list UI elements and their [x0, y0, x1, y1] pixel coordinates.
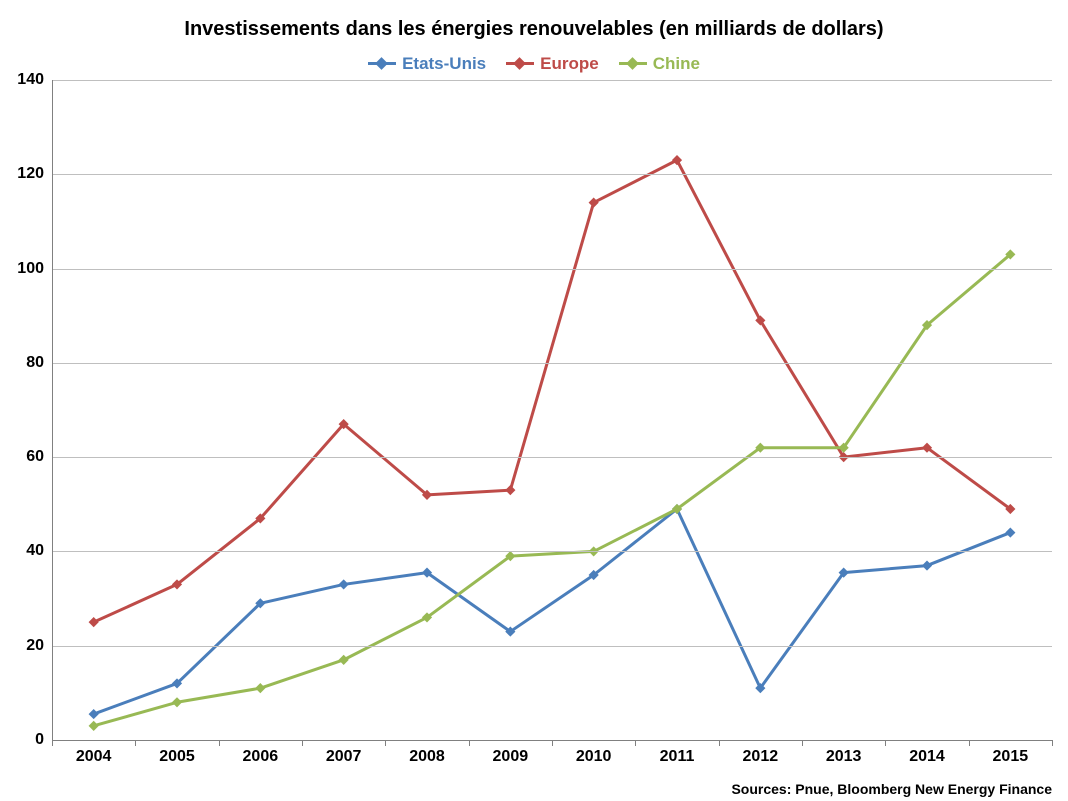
- x-tick-label: 2014: [909, 748, 945, 766]
- chart-container: Investissements dans les énergies renouv…: [0, 0, 1068, 801]
- x-tick-label: 2006: [243, 748, 279, 766]
- gridline: [52, 363, 1052, 364]
- legend-swatch: [506, 62, 534, 65]
- x-tick-mark: [52, 740, 53, 746]
- data-point-marker: [922, 560, 932, 570]
- data-point-marker: [589, 197, 599, 207]
- series-line: [94, 254, 1011, 725]
- legend: Etats-Unis Europe Chine: [0, 50, 1068, 74]
- data-point-marker: [89, 617, 99, 627]
- x-tick-label: 2015: [993, 748, 1029, 766]
- x-tick-mark: [469, 740, 470, 746]
- data-point-marker: [505, 485, 515, 495]
- y-tick-label: 100: [17, 260, 44, 278]
- x-tick-label: 2011: [660, 748, 695, 766]
- data-point-marker: [1005, 527, 1015, 537]
- x-tick-label: 2009: [493, 748, 529, 766]
- legend-label: Chine: [653, 54, 700, 74]
- x-tick-mark: [969, 740, 970, 746]
- x-tick-label: 2010: [576, 748, 612, 766]
- gridline: [52, 269, 1052, 270]
- plot-area: 0204060801001201402004200520062007200820…: [52, 80, 1052, 740]
- x-tick-mark: [135, 740, 136, 746]
- x-tick-label: 2013: [826, 748, 862, 766]
- legend-label: Etats-Unis: [402, 54, 486, 74]
- x-tick-mark: [635, 740, 636, 746]
- x-tick-label: 2005: [159, 748, 195, 766]
- x-tick-mark: [719, 740, 720, 746]
- chart-title: Investissements dans les énergies renouv…: [0, 18, 1068, 41]
- legend-item: Europe: [506, 54, 599, 74]
- y-tick-label: 80: [26, 354, 44, 372]
- x-tick-label: 2012: [743, 748, 779, 766]
- legend-item: Chine: [619, 54, 700, 74]
- x-tick-mark: [802, 740, 803, 746]
- y-tick-label: 120: [17, 165, 44, 183]
- data-point-marker: [89, 709, 99, 719]
- gridline: [52, 646, 1052, 647]
- x-tick-mark: [302, 740, 303, 746]
- x-tick-mark: [385, 740, 386, 746]
- y-tick-label: 20: [26, 637, 44, 655]
- x-tick-mark: [552, 740, 553, 746]
- data-point-marker: [172, 697, 182, 707]
- legend-item: Etats-Unis: [368, 54, 486, 74]
- x-tick-label: 2007: [326, 748, 362, 766]
- data-point-marker: [89, 721, 99, 731]
- x-tick-label: 2004: [76, 748, 112, 766]
- x-tick-mark: [1052, 740, 1053, 746]
- legend-label: Europe: [540, 54, 599, 74]
- source-text: Sources: Pnue, Bloomberg New Energy Fina…: [731, 781, 1052, 797]
- x-tick-mark: [219, 740, 220, 746]
- y-tick-label: 0: [35, 731, 44, 749]
- gridline: [52, 457, 1052, 458]
- data-point-marker: [672, 155, 682, 165]
- legend-swatch: [619, 62, 647, 65]
- gridline: [52, 174, 1052, 175]
- y-axis-line: [52, 80, 53, 740]
- data-point-marker: [339, 655, 349, 665]
- data-point-marker: [339, 579, 349, 589]
- x-tick-label: 2008: [409, 748, 445, 766]
- y-tick-label: 40: [26, 542, 44, 560]
- x-tick-mark: [885, 740, 886, 746]
- legend-swatch: [368, 62, 396, 65]
- gridline: [52, 80, 1052, 81]
- chart-svg: [52, 80, 1052, 740]
- y-tick-label: 140: [17, 71, 44, 89]
- data-point-marker: [255, 683, 265, 693]
- y-tick-label: 60: [26, 448, 44, 466]
- gridline: [52, 551, 1052, 552]
